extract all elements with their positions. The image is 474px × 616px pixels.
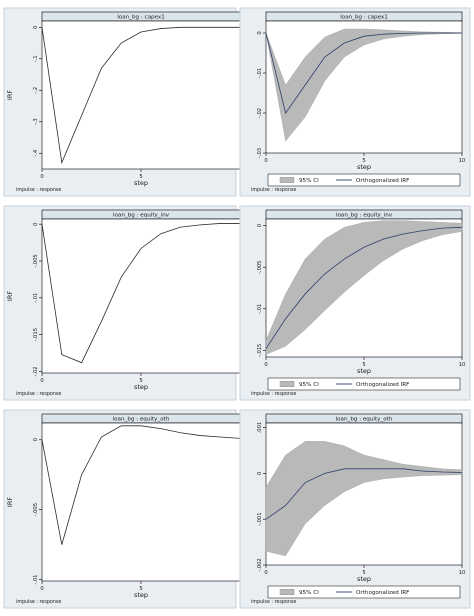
x-tick-label: 5: [362, 362, 365, 368]
y-tick-label: 0: [33, 26, 39, 29]
y-tick-label: -.015: [33, 328, 39, 341]
legend-ci-label: 95% CI: [299, 382, 319, 388]
y-tick-label: -.01: [33, 293, 39, 303]
legend-ci-label: 95% CI: [299, 178, 319, 184]
x-tick-label: 10: [459, 362, 466, 368]
y-tick-label: -.1: [33, 55, 39, 62]
legend-irf-label: Orthogonalized IRF: [356, 178, 409, 184]
panel-title: loan_bg : equity_inv: [336, 213, 393, 219]
y-tick-label: 0: [33, 223, 39, 226]
caption: impulse : response: [16, 391, 61, 397]
x-tick-label: 0: [264, 158, 267, 164]
irf-line: [41, 223, 240, 364]
y-tick-label: -.01: [257, 304, 263, 314]
y-axis-title: IRF: [6, 497, 14, 507]
irf-line: [265, 32, 462, 114]
y-tick-label: -.005: [33, 503, 39, 516]
y-tick-label: -.015: [257, 344, 263, 357]
plot-area: [41, 20, 241, 170]
legend: [267, 173, 461, 187]
x-tick-label: 5: [362, 158, 365, 164]
x-tick-label: 10: [459, 570, 466, 576]
ci-band: [265, 220, 463, 355]
x-tick-label: 0: [40, 174, 43, 180]
caption: impulse : response: [251, 391, 296, 397]
irf-panel-3: loan_bg : equity_inv0-.005-.01-.015-.020…: [3, 205, 241, 401]
legend: [267, 377, 461, 391]
panel-title: loan_bg : equity_inv: [113, 213, 170, 219]
y-tick-label: -.01: [33, 575, 39, 585]
x-tick-label: 0: [40, 586, 43, 592]
x-tick-label: 10: [459, 158, 466, 164]
x-axis-title: step: [134, 591, 148, 599]
panel-title: loan_bg : capex1: [117, 15, 165, 21]
y-tick-label: -.005: [33, 254, 39, 267]
irf-line: [265, 226, 463, 349]
x-tick-label: 0: [40, 378, 43, 384]
caption: impulse : response: [16, 187, 61, 193]
panel-title: loan_bg : equity_oth: [113, 417, 170, 423]
y-tick-label: -.03: [257, 148, 263, 158]
x-tick-label: 5: [139, 586, 142, 592]
legend-irf-label: Orthogonalized IRF: [356, 590, 409, 596]
y-tick-label: .001: [257, 422, 263, 434]
x-axis-title: step: [357, 575, 371, 583]
x-axis-title: step: [357, 367, 371, 375]
y-tick-label: -.3: [33, 118, 39, 125]
caption: impulse : response: [251, 187, 296, 193]
panel-title: loan_bg : capex1: [340, 15, 388, 21]
y-tick-label: -.02: [33, 366, 39, 376]
y-tick-label: 0: [33, 438, 39, 441]
y-tick-label: -.2: [33, 87, 39, 94]
legend-ci-swatch: [279, 381, 295, 388]
irf-line: [265, 468, 463, 520]
legend-ci-swatch: [279, 589, 295, 596]
legend-ci-swatch: [279, 176, 295, 183]
y-tick-label: -.001: [257, 512, 263, 525]
plot-area: [41, 422, 241, 582]
y-tick-label: -.4: [33, 149, 39, 157]
caption: impulse : response: [16, 599, 61, 605]
legend-irf-label: Orthogonalized IRF: [356, 382, 409, 388]
y-tick-label: -.02: [257, 108, 263, 118]
x-tick-label: 0: [264, 570, 267, 576]
x-tick-label: 5: [139, 378, 142, 384]
y-tick-label: 0: [257, 224, 263, 227]
legend-ci-label: 95% CI: [299, 590, 319, 596]
legend: [267, 585, 461, 599]
y-tick-label: -.002: [257, 558, 263, 571]
irf-line: [41, 26, 240, 165]
y-tick-label: -.01: [257, 68, 263, 78]
x-axis-title: step: [134, 383, 148, 391]
y-axis-title: IRF: [6, 291, 14, 301]
panel-title: loan_bg : equity_oth: [336, 417, 393, 423]
x-tick-label: 5: [362, 570, 365, 576]
y-tick-label: -.005: [257, 260, 263, 273]
x-tick-label: 0: [264, 362, 267, 368]
y-tick-label: 0: [257, 472, 263, 475]
x-axis-title: step: [134, 179, 148, 187]
irf-line: [41, 425, 241, 545]
caption: impulse : response: [251, 599, 296, 605]
x-axis-title: step: [357, 163, 371, 171]
plot-area: [41, 218, 241, 374]
y-axis-title: IRF: [6, 90, 14, 100]
y-tick-label: 0: [257, 31, 263, 34]
x-tick-label: 5: [139, 174, 142, 180]
